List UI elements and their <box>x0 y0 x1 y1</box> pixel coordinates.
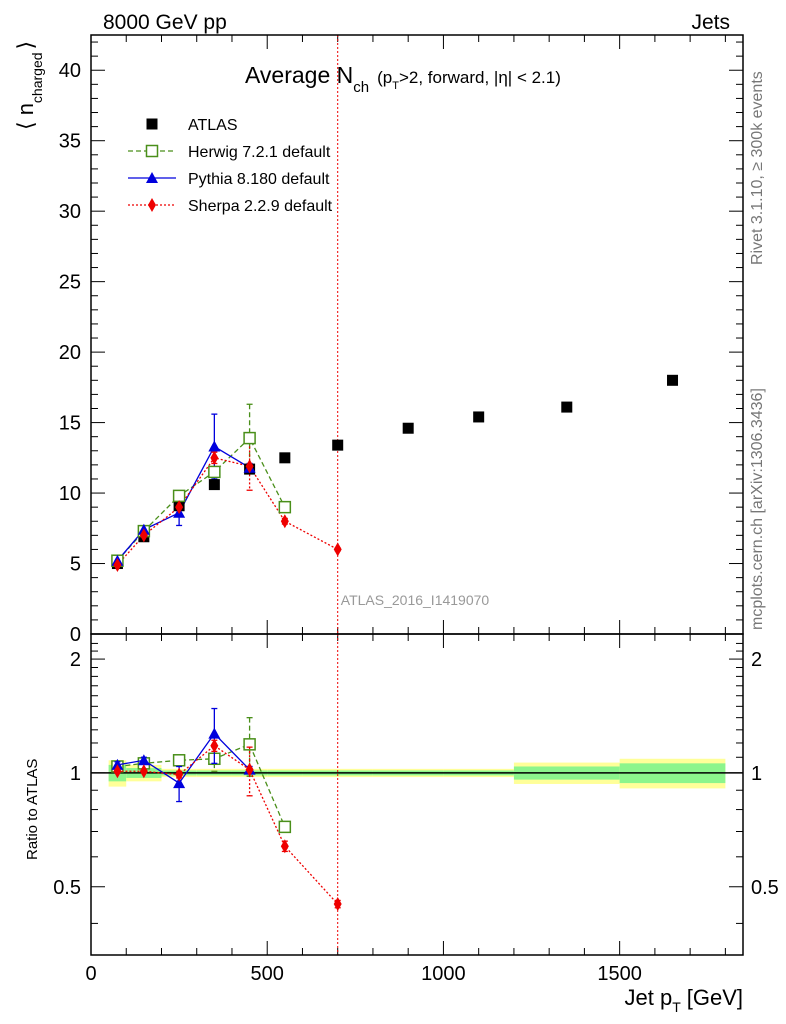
y-tick-label: 5 <box>70 554 81 576</box>
herwig-point <box>172 489 186 503</box>
main-axis-ticks: 0 5 10 15 20 25 30 35 40 <box>59 35 743 646</box>
main-series <box>111 374 679 572</box>
legend-marker-herwig <box>145 144 159 158</box>
ratio-series <box>111 707 342 912</box>
herwig-ratio-point <box>243 738 256 751</box>
legend-marker-sherpa <box>148 198 156 212</box>
x-tick-label: 1500 <box>597 963 642 985</box>
sherpa-ratio-point <box>245 762 254 777</box>
sherpa-ratio-point <box>139 764 148 779</box>
herwig-point <box>243 431 256 445</box>
ratio-tick-label: 0.5 <box>53 877 81 899</box>
sherpa-point <box>175 500 184 515</box>
atlas-point <box>208 479 220 491</box>
atlas-point <box>332 439 344 451</box>
atlas-point <box>667 374 679 386</box>
sherpa-ratio-point <box>210 738 219 753</box>
sherpa-point <box>245 459 254 474</box>
herwig-ratio-point <box>278 820 292 834</box>
herwig-point <box>208 465 221 479</box>
ratio-tick-label-right: 1 <box>751 763 762 785</box>
herwig-ratio-point <box>172 754 186 767</box>
atlas-point <box>473 411 485 423</box>
legend-label-pythia: Pythia 8.180 default <box>188 171 330 188</box>
sherpa-point <box>210 450 219 465</box>
ratio-axis-ticks: 0 500 1000 1500 0.5 0.5 1 1 2 2 <box>53 634 779 985</box>
x-tick-label: 500 <box>251 963 284 985</box>
pythia-ratio-point <box>208 727 221 739</box>
header-right: Jets <box>691 11 730 34</box>
herwig-point <box>278 500 292 514</box>
pythia-ratio-point <box>137 754 150 766</box>
sherpa-ratio-point <box>333 897 342 912</box>
ratio-tick-label: 2 <box>70 649 81 671</box>
sherpa-point <box>139 528 148 543</box>
pythia-ratio-point <box>173 777 186 789</box>
x-tick-label: 0 <box>85 963 96 985</box>
ratio-tick-label: 1 <box>70 763 81 785</box>
sherpa-point <box>333 542 342 557</box>
analysis-watermark: ATLAS_2016_I1419070 <box>341 592 490 608</box>
herwig-line <box>116 437 286 562</box>
sherpa-point <box>113 557 122 572</box>
y-tick-label: 10 <box>59 483 81 505</box>
x-tick-label: 1000 <box>421 963 466 985</box>
sherpa-ratio-point <box>113 764 122 779</box>
y-tick-label: 0 <box>70 624 81 646</box>
y-tick-label: 35 <box>59 131 81 153</box>
sherpa-point <box>280 514 289 529</box>
y-axis-label-main: ⟨ ncharged⟩ <box>13 41 45 130</box>
sherpa-line <box>116 457 339 566</box>
legend-label-herwig: Herwig 7.2.1 default <box>188 144 331 161</box>
ratio-tick-label-right: 2 <box>751 649 762 671</box>
y-tick-label: 40 <box>59 60 81 82</box>
legend-label-sherpa: Sherpa 2.2.9 default <box>188 198 333 215</box>
y-axis-label-ratio: Ratio to ATLAS <box>24 759 41 860</box>
legend-marker-pythia <box>146 172 158 183</box>
legend-marker-atlas <box>146 118 158 130</box>
header-left: 8000 GeV pp <box>103 11 227 34</box>
x-axis-label: Jet pT [GeV] <box>624 985 743 1015</box>
y-tick-label: 30 <box>59 201 81 223</box>
legend: ATLAS Herwig 7.2.1 default Pythia 8.180 de… <box>128 117 333 215</box>
pythia-point <box>208 440 221 452</box>
atlas-point <box>561 401 573 413</box>
atlas-point <box>279 452 291 464</box>
sherpa-ratio-point <box>175 767 184 782</box>
mcplots-label: mcplots.cern.ch [arXiv:1306.3436] <box>749 388 766 630</box>
atlas-point <box>402 422 414 434</box>
ratio-tick-label-right: 0.5 <box>751 877 779 899</box>
y-tick-label: 15 <box>59 413 81 435</box>
sherpa-ratio-point <box>280 839 289 854</box>
y-tick-label: 25 <box>59 272 81 294</box>
y-tick-label: 20 <box>59 342 81 364</box>
legend-label-atlas: ATLAS <box>188 117 238 134</box>
plot-title: Average Nch(pT>2, forward, |η| < 2.1) <box>245 62 561 96</box>
ratio-frame <box>90 633 744 956</box>
rivet-label: Rivet 3.1.10, ≥ 300k events <box>749 71 766 265</box>
